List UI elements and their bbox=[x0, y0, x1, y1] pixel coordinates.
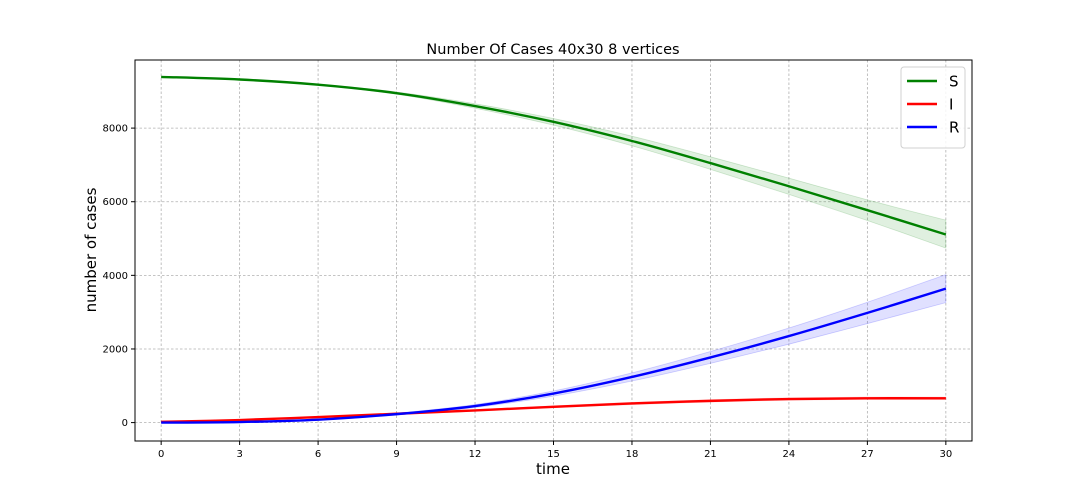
y-tick-label: 4000 bbox=[103, 271, 128, 282]
x-tick-label: 21 bbox=[704, 449, 717, 460]
x-tick-label: 3 bbox=[236, 449, 242, 460]
tick-layer: 0 3 6 9 12 15 18 21 24 27 30 0 2000 4000 6000 8000 bbox=[103, 124, 953, 460]
legend-label-r: R bbox=[949, 119, 959, 137]
x-tick-label: 24 bbox=[783, 449, 796, 460]
y-tick-label: 8000 bbox=[103, 124, 128, 135]
y-tick-label: 2000 bbox=[103, 344, 128, 355]
chart-title: Number Of Cases 40x30 8 vertices bbox=[426, 42, 679, 58]
series-lines bbox=[161, 75, 947, 424]
y-tick-label: 0 bbox=[122, 418, 128, 429]
x-tick-label: 12 bbox=[469, 449, 482, 460]
y-tick-label: 6000 bbox=[103, 197, 128, 208]
x-tick-label: 30 bbox=[939, 449, 952, 460]
x-tick-label: 18 bbox=[626, 449, 639, 460]
series-band-s bbox=[161, 76, 947, 249]
x-tick-label: 15 bbox=[547, 449, 560, 460]
series-line-r bbox=[161, 287, 947, 424]
legend-label-s: S bbox=[949, 73, 959, 91]
x-tick-label: 27 bbox=[861, 449, 874, 460]
grid-layer bbox=[135, 60, 972, 441]
x-tick-label: 9 bbox=[393, 449, 399, 460]
series-line-s bbox=[161, 75, 947, 236]
series-line-i bbox=[161, 397, 946, 424]
x-tick-label: 6 bbox=[315, 449, 321, 460]
legend-label-i: I bbox=[949, 96, 953, 114]
y-axis-label: number of cases bbox=[82, 187, 100, 312]
legend: SIR bbox=[900, 66, 966, 149]
x-tick-label: 0 bbox=[158, 449, 164, 460]
x-axis-label: time bbox=[536, 460, 570, 478]
